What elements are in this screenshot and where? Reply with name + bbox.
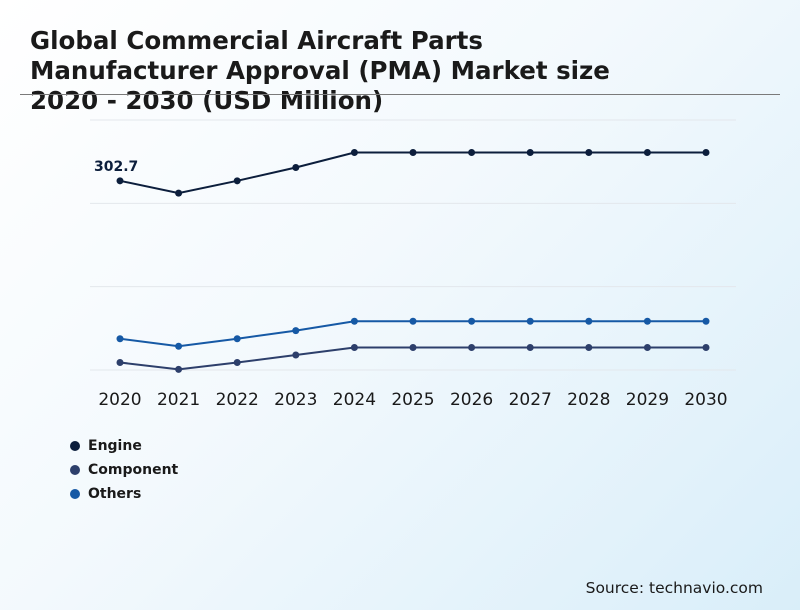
data-point-others — [292, 327, 300, 335]
data-point-component — [643, 344, 651, 351]
x-tick-label: 2020 — [98, 390, 141, 410]
data-point-component — [116, 359, 124, 366]
series-line-others — [119, 320, 706, 348]
series-line-engine — [119, 151, 706, 195]
data-point-others — [585, 317, 593, 325]
x-tick-label: 2022 — [216, 390, 259, 410]
legend-label: Others — [88, 486, 142, 502]
title-divider — [20, 94, 780, 95]
chart-title-line-2: Manufacturer Approval (PMA) Market size — [30, 56, 610, 85]
data-point-others — [175, 342, 183, 350]
x-tick-label: 2026 — [450, 390, 493, 410]
x-tick-label: 2029 — [626, 390, 669, 410]
data-point-component — [233, 359, 241, 366]
data-point-engine — [175, 189, 183, 197]
data-point-component — [350, 344, 358, 351]
data-point-component — [526, 344, 534, 351]
chart-title-line-3: 2020 - 2030 (USD Million) — [30, 86, 384, 115]
data-point-engine — [116, 177, 124, 185]
x-tick-label: 2021 — [157, 390, 200, 410]
legend-item-others: Others — [70, 482, 178, 506]
x-tick-label: 2028 — [567, 390, 610, 410]
x-tick-label: 2027 — [509, 390, 552, 410]
x-tick-label: 2025 — [391, 390, 434, 410]
legend-item-engine: Engine — [70, 434, 178, 458]
data-point-others — [409, 317, 417, 325]
source-credit: Source: technavio.com — [585, 579, 763, 597]
x-tick-label: 2024 — [333, 390, 376, 410]
data-label: 302.7 — [94, 159, 138, 175]
data-point-engine — [585, 149, 593, 156]
data-point-engine — [643, 149, 651, 156]
data-point-component — [468, 344, 476, 351]
data-point-engine — [468, 149, 476, 156]
data-point-others — [468, 317, 476, 325]
legend-item-component: Component — [70, 458, 178, 482]
data-point-others — [702, 317, 710, 325]
data-point-component — [175, 365, 183, 373]
data-point-component — [409, 344, 417, 351]
data-point-component — [585, 344, 593, 351]
data-point-others — [233, 335, 241, 343]
legend-marker — [70, 489, 80, 499]
legend-marker — [70, 441, 80, 451]
data-point-engine — [350, 149, 358, 156]
chart-legend: Engine Component Others — [70, 434, 178, 506]
data-point-others — [116, 335, 124, 343]
x-tick-label: 2023 — [274, 390, 317, 410]
data-point-component — [702, 344, 710, 351]
data-point-others — [526, 317, 534, 325]
data-point-component — [292, 351, 300, 359]
legend-label: Component — [88, 462, 179, 478]
data-point-engine — [233, 177, 241, 185]
legend-marker — [70, 465, 80, 475]
data-point-engine — [702, 149, 710, 156]
chart-title: Global Commercial Aircraft Parts Manufac… — [30, 26, 770, 116]
data-point-engine — [526, 149, 534, 156]
x-tick-label: 2030 — [684, 390, 727, 410]
data-point-others — [350, 317, 358, 325]
data-point-engine — [292, 164, 300, 171]
data-point-engine — [409, 149, 417, 156]
data-point-others — [643, 317, 651, 325]
chart-title-line-1: Global Commercial Aircraft Parts — [30, 26, 483, 55]
legend-label: Engine — [88, 438, 142, 454]
